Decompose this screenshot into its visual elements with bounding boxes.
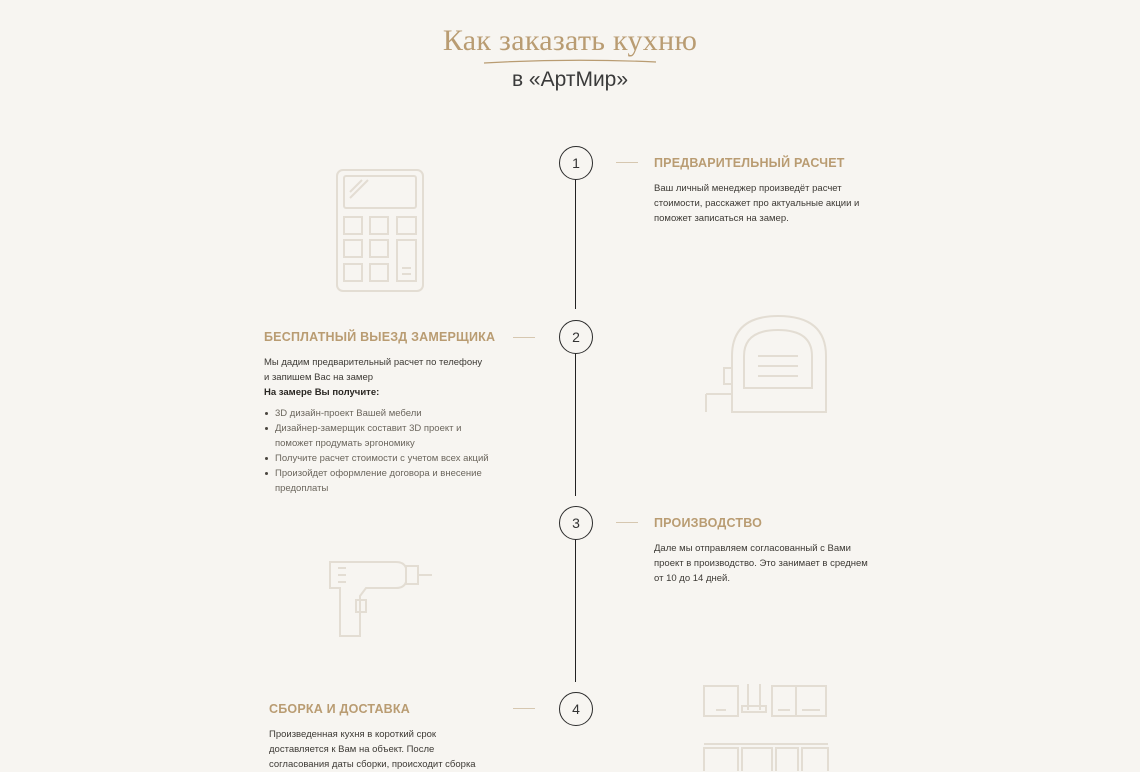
- drill-icon: [329, 561, 432, 637]
- step-description: Ваш личный менеджер произведёт расчет ст…: [654, 183, 860, 224]
- step-description: Дале мы отправляем согласованный с Вами …: [654, 543, 868, 584]
- step-description: Мы дадим предварительный расчет по телеф…: [264, 355, 504, 496]
- step-number: 1: [559, 146, 593, 180]
- step-number: 4: [559, 692, 593, 726]
- step-connector: [513, 337, 535, 338]
- list-item: 3D дизайн-проект Вашей мебели: [264, 406, 504, 421]
- step-connector: [616, 522, 638, 523]
- step-number: 2: [559, 320, 593, 354]
- step-description: Произведенная кухня в короткий срок дост…: [269, 729, 476, 770]
- page-title: Как заказать кухню: [442, 24, 698, 57]
- timeline-line: [575, 539, 576, 682]
- calculator-icon: [336, 169, 424, 292]
- step-title: ПРЕДВАРИТЕЛЬНЫЙ РАСЧЕТ: [654, 156, 845, 170]
- timeline-line: [575, 353, 576, 496]
- step-title: ПРОИЗВОДСТВО: [654, 516, 763, 530]
- kitchen-icon: [703, 684, 829, 771]
- page-subtitle: в «АртМир»: [511, 68, 629, 91]
- benefits-list: 3D дизайн-проект Вашей мебели Дизайнер-з…: [264, 406, 504, 496]
- timeline-line: [575, 179, 576, 309]
- step-title: СБОРКА И ДОСТАВКА: [269, 702, 410, 716]
- list-item: Произойдет оформление договора и внесени…: [264, 466, 504, 496]
- list-item: Получите расчет стоимости с учетом всех …: [264, 451, 504, 466]
- step-connector: [513, 708, 535, 709]
- step-connector: [616, 162, 638, 163]
- step-number: 3: [559, 506, 593, 540]
- list-item: Дизайнер-замерщик составит 3D проект и по…: [264, 421, 504, 451]
- title-underline: [483, 59, 657, 64]
- step-title: БЕСПЛАТНЫЙ ВЫЕЗД ЗАМЕРЩИКА: [264, 330, 496, 344]
- tape-measure-icon: [705, 314, 827, 413]
